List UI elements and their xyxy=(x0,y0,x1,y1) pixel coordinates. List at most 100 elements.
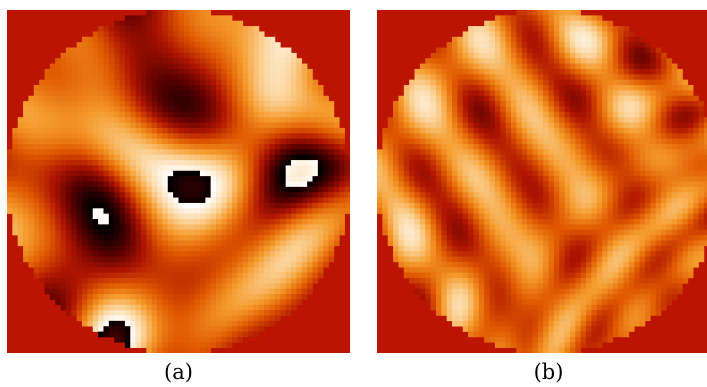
heatmap-cell xyxy=(124,85,131,91)
heatmap-cell xyxy=(285,79,292,86)
heatmap-cell xyxy=(135,79,142,86)
heatmap-cell xyxy=(173,68,179,75)
heatmap-cell xyxy=(221,256,228,263)
heatmap-cell xyxy=(60,245,67,252)
heatmap-cell xyxy=(274,106,281,113)
heatmap-cell xyxy=(586,133,592,139)
heatmap-cell xyxy=(108,68,115,75)
heatmap-cell xyxy=(124,186,131,193)
heatmap-cell xyxy=(435,165,442,172)
heatmap-cell xyxy=(269,36,276,43)
heatmap-cell xyxy=(173,245,179,252)
heatmap-cell xyxy=(537,31,544,38)
heatmap-cell xyxy=(162,256,169,263)
heatmap-cell xyxy=(623,95,630,102)
heatmap-cell xyxy=(253,181,260,188)
heatmap-cell xyxy=(216,331,222,338)
heatmap-cell xyxy=(548,10,555,16)
heatmap-cell xyxy=(205,74,211,80)
heatmap-cell xyxy=(639,79,646,86)
heatmap-cell xyxy=(167,117,174,123)
heatmap-cell xyxy=(232,170,238,177)
heatmap-cell xyxy=(189,272,195,279)
heatmap-cell xyxy=(580,160,587,166)
heatmap-cell xyxy=(162,74,169,80)
heatmap-cell xyxy=(71,256,77,263)
heatmap-cell xyxy=(44,149,51,155)
heatmap-cell xyxy=(661,122,667,129)
heatmap-cell xyxy=(119,299,126,306)
heatmap-cell xyxy=(226,95,233,102)
heatmap-cell xyxy=(591,36,598,43)
heatmap-cell xyxy=(280,186,286,193)
heatmap-cell xyxy=(71,267,77,273)
heatmap-cell xyxy=(216,36,222,43)
heatmap-cell xyxy=(167,42,174,48)
heatmap-cell xyxy=(167,294,174,300)
heatmap-cell xyxy=(216,336,222,343)
heatmap-cell xyxy=(130,58,136,64)
heatmap-cell xyxy=(666,122,673,129)
heatmap-cell xyxy=(119,79,126,86)
heatmap-cell xyxy=(135,283,142,289)
heatmap-cell xyxy=(430,111,437,118)
heatmap-cell xyxy=(135,288,142,295)
heatmap-cell xyxy=(199,283,206,289)
heatmap-cell xyxy=(307,68,313,75)
heatmap-cell xyxy=(167,176,174,182)
heatmap-cell xyxy=(103,192,110,198)
heatmap-cell xyxy=(387,170,394,177)
heatmap-cell xyxy=(151,277,158,284)
heatmap-cell xyxy=(301,229,308,236)
heatmap-cell xyxy=(274,261,281,268)
heatmap-cell xyxy=(199,63,206,70)
heatmap-cell xyxy=(178,63,185,70)
heatmap-cell xyxy=(628,176,635,182)
heatmap-cell xyxy=(44,138,51,145)
heatmap-cell xyxy=(510,79,517,86)
heatmap-cell xyxy=(478,68,485,75)
heatmap-cell xyxy=(484,133,490,139)
heatmap-cell xyxy=(60,52,67,59)
heatmap-cell xyxy=(677,186,683,193)
heatmap-cell xyxy=(543,117,549,123)
heatmap-cell xyxy=(71,192,77,198)
heatmap-cell xyxy=(301,95,308,102)
heatmap-cell xyxy=(403,170,410,177)
heatmap-cell xyxy=(323,213,329,220)
heatmap-cell xyxy=(430,79,437,86)
heatmap-cell xyxy=(17,122,24,129)
heatmap-cell xyxy=(446,165,453,172)
heatmap-cell xyxy=(468,36,474,43)
heatmap-cell xyxy=(199,52,206,59)
heatmap-cell xyxy=(462,127,469,134)
heatmap-cell xyxy=(548,149,555,155)
heatmap-cell xyxy=(425,68,431,75)
heatmap-cell xyxy=(39,149,45,155)
heatmap-cell xyxy=(430,95,437,102)
heatmap-cell xyxy=(194,288,201,295)
heatmap-cell xyxy=(157,219,163,225)
heatmap-cell xyxy=(65,224,72,231)
heatmap-cell xyxy=(500,74,506,80)
heatmap-cell xyxy=(151,251,158,257)
heatmap-cell xyxy=(301,267,308,273)
heatmap-cell xyxy=(285,197,292,204)
heatmap-cell xyxy=(108,181,115,188)
heatmap-cell xyxy=(60,170,67,177)
heatmap-cell xyxy=(516,111,522,118)
heatmap-cell xyxy=(33,261,40,268)
heatmap-cell xyxy=(403,149,410,155)
heatmap-cell xyxy=(564,138,571,145)
heatmap-cell xyxy=(162,342,169,348)
heatmap-cell xyxy=(226,219,233,225)
heatmap-cell xyxy=(543,26,549,32)
heatmap-cell xyxy=(419,186,426,193)
heatmap-cell xyxy=(135,251,142,257)
heatmap-cell xyxy=(591,138,598,145)
heatmap-cell xyxy=(146,202,152,209)
heatmap-cell xyxy=(173,117,179,123)
heatmap-cell xyxy=(430,117,437,123)
heatmap-cell xyxy=(328,192,335,198)
heatmap-cell xyxy=(452,117,458,123)
